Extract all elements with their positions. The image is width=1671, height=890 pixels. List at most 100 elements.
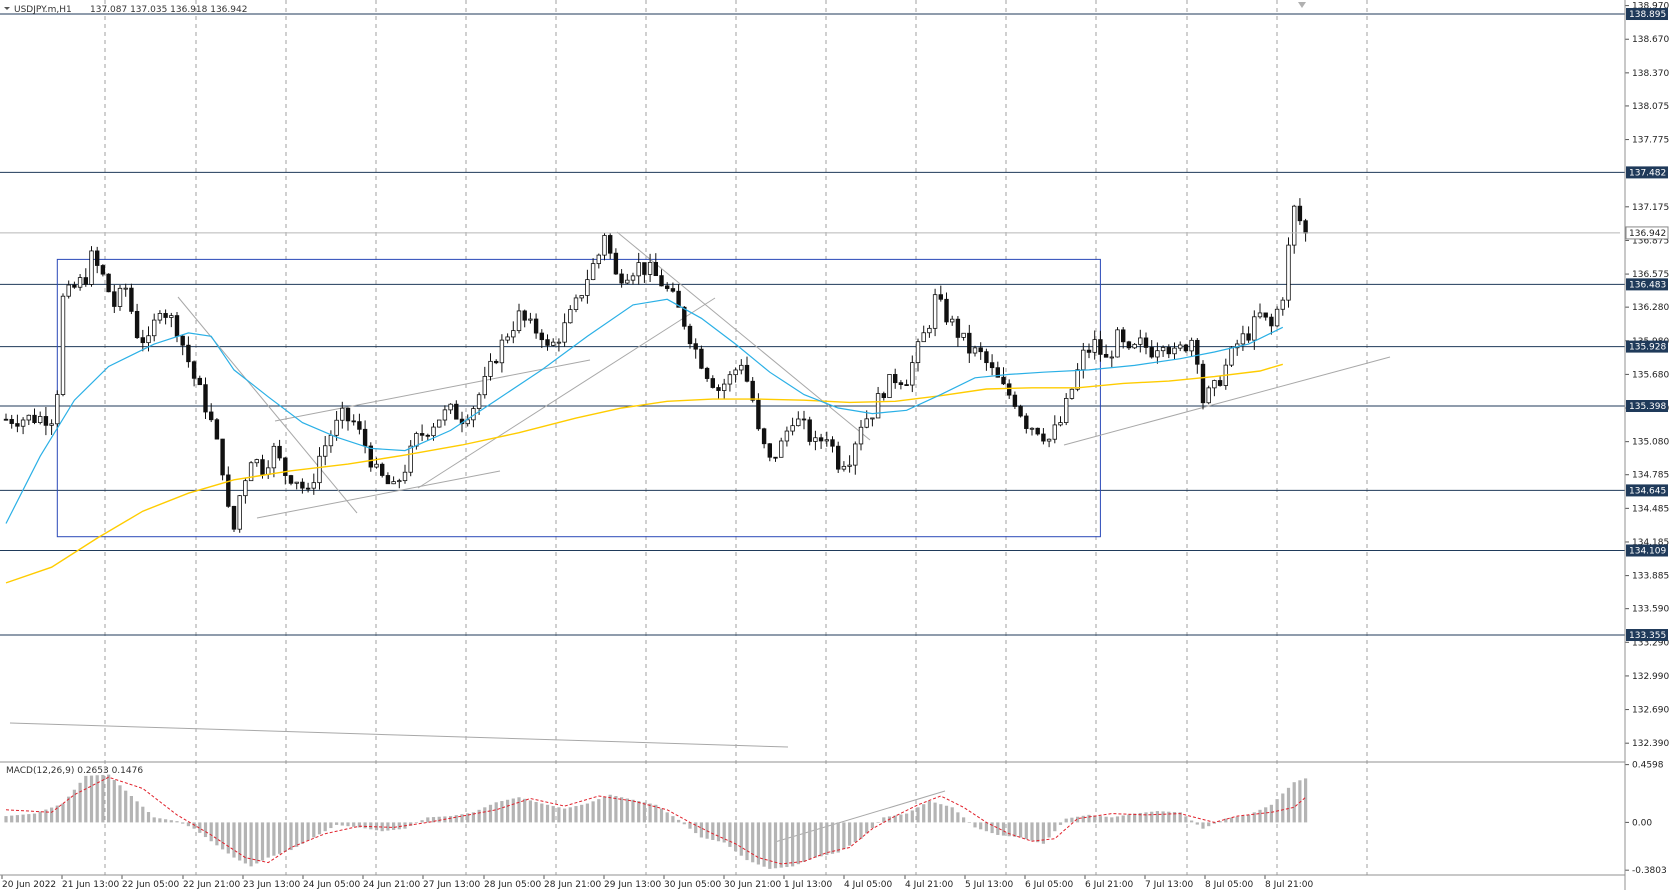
level-tag <box>1626 484 1668 497</box>
price-label: 137.175 <box>1632 203 1669 213</box>
candle <box>984 351 989 364</box>
macd-bar <box>916 807 920 823</box>
candle <box>727 374 733 385</box>
macd-bar <box>369 822 373 830</box>
macd-bar <box>363 822 367 829</box>
macd-bar <box>380 822 384 832</box>
macd-bar <box>1247 814 1251 823</box>
candle <box>841 465 847 470</box>
macd-bar <box>1138 812 1142 823</box>
time-label: 30 Jun 21:00 <box>724 880 781 890</box>
macd-bar <box>107 774 111 823</box>
macd-bar <box>112 779 116 823</box>
candle <box>151 319 157 337</box>
candle <box>568 309 573 324</box>
candle <box>1143 337 1149 348</box>
macd-bar <box>973 822 977 828</box>
macd-bar <box>44 809 48 823</box>
macd-bar <box>756 822 760 865</box>
macd-bar <box>699 822 703 838</box>
candle <box>505 336 510 341</box>
candle <box>516 310 522 332</box>
macd-bar <box>198 822 202 833</box>
macd-bar <box>1264 807 1268 823</box>
macd-bar <box>882 817 886 823</box>
macd-bar <box>990 822 994 834</box>
macd-title: MACD(12,26,9) 0.2653 0.1476 <box>6 766 143 776</box>
candle <box>208 411 214 421</box>
candle <box>83 277 88 285</box>
candle <box>853 443 858 466</box>
candle <box>419 433 425 436</box>
macd-bar <box>870 822 874 829</box>
candle <box>813 437 818 442</box>
macd-bar <box>1195 822 1199 825</box>
candle <box>1160 347 1166 352</box>
macd-bar <box>659 808 664 823</box>
level-tag <box>1626 166 1668 179</box>
candle <box>265 467 271 475</box>
candle <box>436 419 442 428</box>
price-label: 138.670 <box>1632 35 1669 45</box>
macd-bar <box>135 801 139 823</box>
candle <box>100 265 106 275</box>
macd-bar <box>494 802 498 823</box>
macd-bar <box>426 817 430 823</box>
candle <box>191 361 197 379</box>
candle <box>317 455 322 484</box>
time-label: 4 Jul 21:00 <box>905 880 954 890</box>
macd-bar <box>55 805 59 823</box>
macd-bar <box>905 813 909 823</box>
candle <box>972 347 978 354</box>
macd-bar <box>540 803 544 823</box>
macd-bar <box>568 807 572 823</box>
price-label: 133.590 <box>1632 605 1669 615</box>
candle <box>687 325 693 345</box>
macd-bar <box>1121 815 1125 823</box>
macd-bar <box>802 822 806 862</box>
candle <box>226 474 231 507</box>
candle <box>60 295 66 395</box>
candle <box>351 420 356 423</box>
macd-bar <box>4 816 8 823</box>
candles <box>3 198 1308 533</box>
candle <box>277 445 282 459</box>
macd-bar <box>939 804 943 823</box>
candle <box>551 341 556 346</box>
candle <box>744 364 750 382</box>
shift-marker-icon[interactable] <box>1298 2 1306 8</box>
macd-bar <box>620 797 624 823</box>
candle <box>163 313 168 318</box>
macd-bar <box>517 797 521 823</box>
candle <box>448 403 453 411</box>
candle <box>1263 312 1268 318</box>
macd-bar <box>848 822 852 846</box>
candle <box>305 487 311 490</box>
macd-bar <box>10 815 14 823</box>
candle <box>442 409 448 421</box>
macd-bar <box>340 822 344 826</box>
macd-bar <box>460 814 464 823</box>
price-label: 134.485 <box>1632 504 1669 514</box>
macd-bar <box>545 804 550 823</box>
level-label: 137.482 <box>1629 168 1666 178</box>
time-label: 22 Jun 05:00 <box>122 880 179 890</box>
macd-bar <box>745 822 749 861</box>
macd-bar <box>808 822 812 860</box>
macd-bar <box>1281 793 1285 823</box>
price-label: 138.075 <box>1632 102 1669 112</box>
macd-bar <box>665 812 669 823</box>
macd-bar <box>984 822 988 832</box>
macd-bar <box>477 809 481 823</box>
candle <box>55 394 60 425</box>
candle <box>368 445 373 468</box>
macd-bar <box>694 822 698 834</box>
macd-bar <box>38 811 42 823</box>
time-label: 28 Jun 21:00 <box>544 880 601 890</box>
symbol-dropdown-icon[interactable] <box>4 7 10 10</box>
macd-bar <box>1178 812 1182 823</box>
macd-bar <box>346 822 350 827</box>
candle <box>676 290 681 308</box>
candle <box>414 433 419 447</box>
